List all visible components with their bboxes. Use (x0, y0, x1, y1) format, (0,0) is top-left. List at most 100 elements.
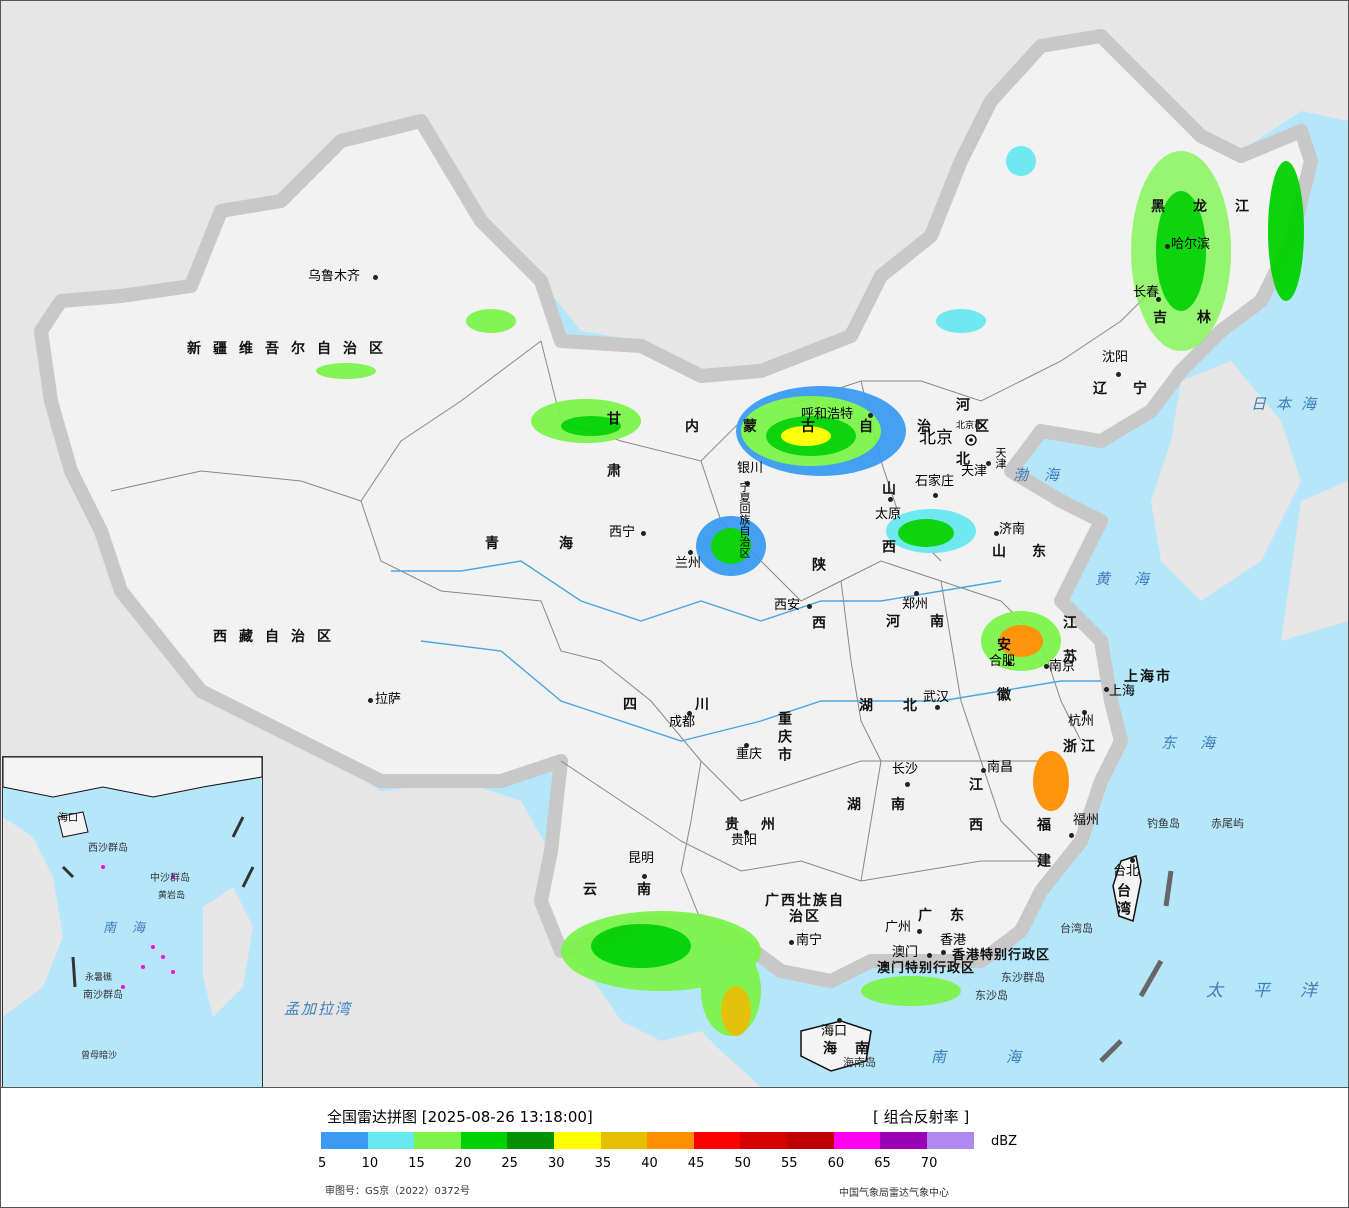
legend-tick-70: 70 (920, 1156, 938, 1171)
sea-label-yellow-sea: 黄海 (1095, 570, 1174, 588)
city-label-changchun: 长春 (1133, 285, 1160, 300)
city-dot (1165, 244, 1170, 249)
legend-swatch-9 (740, 1132, 788, 1149)
legend-swatch-12 (880, 1132, 928, 1149)
island-label-taiwan-island: 台湾岛 (1060, 922, 1093, 935)
map-geography (1, 1, 1348, 1087)
sea-label-pacific: 太平洋 (1206, 981, 1347, 1001)
province-label-anhui: 安徽 (995, 637, 1011, 737)
city-dot (933, 493, 938, 498)
province-label-hunan: 湖南 (847, 797, 935, 813)
city-dot (837, 1018, 842, 1023)
inset-geography (3, 757, 262, 1017)
city-label-macao: 澳门 (892, 945, 919, 960)
city-dot (687, 711, 692, 716)
island-label-dongsha-islands: 东沙群岛 (1001, 971, 1045, 984)
city-label-xian: 西安 (774, 598, 801, 613)
city-label-zhengzhou: 郑州 (902, 597, 929, 612)
inset-label-xisha: 西沙群岛 (88, 843, 128, 854)
city-label-guangzhou: 广州 (885, 920, 912, 935)
approval-number: 审图号：GS京（2022）0372号 (325, 1186, 470, 1197)
province-label-hebei: 河北 (954, 397, 970, 505)
city-label-lhasa: 拉萨 (375, 692, 402, 707)
province-label-guangdong: 广东 (918, 908, 982, 924)
legend-swatch-11 (833, 1132, 881, 1149)
south-china-sea-inset: 海口 中沙群岛 西沙群岛 南沙群岛 永暑礁 曾母暗沙 黄岩岛 南海 (2, 756, 263, 1087)
city-dot (1044, 664, 1049, 669)
island-label-hainan-island: 海南岛 (843, 1056, 876, 1069)
city-dot (868, 413, 873, 418)
legend-title: 全国雷达拼图 [2025-08-26 13:18:00] (327, 1108, 593, 1126)
legend-swatch-2 (414, 1132, 462, 1149)
city-dot (1007, 661, 1012, 666)
city-dot (914, 591, 919, 596)
province-label-tianjin: 天津 (994, 447, 1007, 469)
inset-label-huangyan: 黄岩岛 (158, 891, 186, 901)
city-dot (1116, 372, 1121, 377)
province-label-guizhou: 贵州 (725, 817, 797, 833)
city-label-changsha: 长沙 (892, 762, 919, 777)
city-label-hohhot: 呼和浩特 (801, 407, 854, 422)
legend-swatch-6 (600, 1132, 648, 1149)
legend-tick-55: 55 (781, 1156, 798, 1171)
legend-swatch-7 (647, 1132, 695, 1149)
city-dot (917, 929, 922, 934)
city-label-shenyang: 沈阳 (1102, 350, 1129, 365)
inset-label-haikou: 海口 (58, 813, 78, 824)
city-label-tianjin: 天津 (961, 464, 988, 479)
city-dot (935, 705, 940, 710)
inset-label-zhongsha: 中沙群岛 (150, 873, 190, 884)
legend-tick-60: 60 (827, 1156, 845, 1171)
city-label-hongkong: 香港 (940, 933, 967, 948)
city-label-shijiazhuang: 石家庄 (915, 474, 955, 489)
city-label-taipei: 台北 (1113, 864, 1140, 879)
inset-label-south-sea: 南海 (103, 921, 162, 936)
province-label-hubei: 湖北 (859, 698, 947, 714)
city-label-haikou: 海口 (821, 1024, 848, 1039)
island-label-chiwei: 赤尾屿 (1211, 817, 1244, 830)
legend-swatch-4 (507, 1132, 555, 1149)
sea-label-bay-of-bengal: 孟加拉湾 (284, 1000, 353, 1018)
legend-tick-10: 10 (361, 1156, 379, 1171)
province-label-fujian: 福建 (1035, 817, 1051, 889)
city-label-jinan: 济南 (999, 522, 1026, 537)
city-label-nanchang: 南昌 (987, 760, 1014, 775)
city-label-fuzhou: 福州 (1073, 813, 1100, 828)
city-dot (1130, 858, 1135, 863)
province-label-zhejiang: 浙江 (1063, 739, 1099, 755)
province-label-xizang: 西藏自治区 (213, 629, 343, 645)
sea-label-japan-sea: 日本海 (1251, 395, 1327, 413)
city-label-yinchuan: 银川 (737, 461, 764, 476)
province-label-yunnan: 云南 (583, 882, 691, 898)
province-label-liaoning: 辽宁 (1093, 381, 1173, 397)
legend-tick-35: 35 (594, 1156, 612, 1171)
city-dot (1082, 710, 1087, 715)
city-dot (368, 698, 373, 703)
province-label-macao-sar: 澳门特别行政区 (877, 961, 976, 976)
city-label-hangzhou: 杭州 (1068, 714, 1095, 729)
legend-swatch-13 (926, 1132, 974, 1149)
province-label-shanxi: 山西 (880, 481, 896, 597)
city-dot (888, 497, 893, 502)
province-label-gansu: 甘肃 (605, 411, 621, 515)
city-label-guiyang: 贵阳 (731, 833, 758, 848)
legend-swatch-3 (460, 1132, 508, 1149)
island-label-dongsha-island: 东沙岛 (975, 989, 1008, 1002)
province-label-shanghaishi: 上海市 (1124, 669, 1172, 685)
city-dot (744, 830, 749, 835)
sea-label-east-sea: 东海 (1161, 734, 1240, 752)
province-label-beijingshi: 北京市 (956, 421, 984, 431)
city-label-lanzhou: 兰州 (675, 556, 702, 571)
city-dot (986, 461, 991, 466)
province-label-shandong: 山东 (992, 544, 1072, 560)
city-dot (641, 531, 646, 536)
city-label-hefei: 合肥 (989, 654, 1016, 669)
city-dot (744, 743, 749, 748)
city-dot (688, 550, 693, 555)
city-dot (941, 950, 946, 955)
inset-label-zengmu: 曾母暗沙 (81, 1051, 118, 1061)
city-label-taiyuan: 太原 (875, 507, 902, 522)
province-label-sichuan: 四川 (623, 697, 767, 713)
legend-unit: dBZ (991, 1134, 1018, 1149)
city-dot (373, 275, 378, 280)
